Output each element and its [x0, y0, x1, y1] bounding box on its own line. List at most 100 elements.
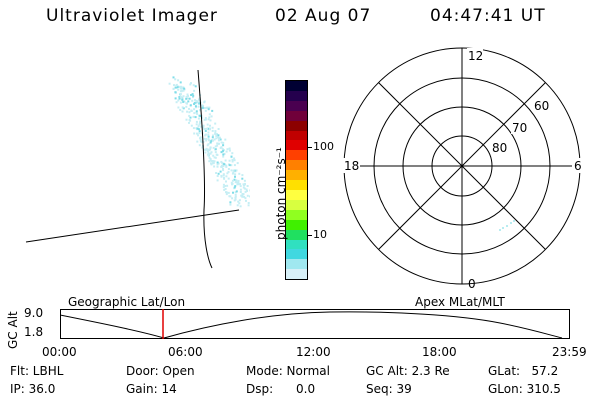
aurora-pixel	[220, 160, 223, 163]
mlt-label-12: 12	[468, 49, 483, 63]
aurora-pixel	[207, 135, 210, 138]
aurora-pixel	[202, 107, 205, 110]
aurora-pixel	[214, 130, 217, 133]
aurora-pixel	[249, 195, 250, 198]
aurora-pixel	[194, 105, 197, 108]
geographic-image-panel[interactable]	[20, 60, 250, 275]
colorbar-band	[286, 229, 307, 240]
timeline-x-tick-1200: 12:00	[296, 345, 331, 359]
aurora-pixel	[222, 169, 225, 172]
orbit-timeline-plot[interactable]	[60, 309, 570, 339]
apex-label: Apex MLat/MLT	[415, 295, 505, 309]
aurora-pixel	[245, 188, 248, 191]
aurora-pixel	[232, 191, 234, 194]
aurora-pixel	[241, 193, 244, 195]
longitude-line	[197, 69, 213, 269]
colorbar-band	[286, 130, 307, 141]
polar-mlat-mlt-plot[interactable]: 12 18 6 0 60 70 80	[340, 44, 590, 294]
aurora-pixel	[225, 193, 228, 196]
aurora-pixel	[227, 177, 230, 180]
aurora-pixel	[240, 194, 243, 197]
colorbar-band	[286, 150, 307, 161]
aurora-pixel	[244, 182, 246, 185]
mode-readout: Mode: Normal	[246, 364, 330, 378]
aurora-pixel	[178, 97, 181, 100]
aurora-pixel	[222, 173, 225, 176]
aurora-pixel	[187, 95, 189, 97]
aurora-pixel	[236, 162, 239, 165]
aurora-pixel	[206, 150, 209, 153]
colorbar-band	[286, 110, 307, 121]
colorbar-band	[286, 189, 307, 200]
aurora-pixel	[198, 123, 201, 126]
aurora-pixel	[235, 190, 238, 193]
aurora-pixel	[186, 110, 189, 113]
aurora-pixel	[233, 164, 236, 167]
aurora-pixel	[179, 108, 182, 111]
aurora-pixel	[225, 164, 228, 167]
aurora-pixel	[222, 141, 225, 144]
aurora-pixel	[207, 118, 210, 121]
aurora-pixel	[179, 101, 182, 104]
aurora-pixel	[181, 89, 184, 92]
aurora-pixel	[230, 169, 233, 172]
lat-label-70: 70	[512, 121, 527, 135]
aurora-pixel	[208, 156, 211, 159]
aurora-pixel	[247, 204, 250, 207]
aurora-pixel	[220, 146, 223, 149]
aurora-pixel	[217, 134, 220, 137]
polar-diagonal-b	[378, 82, 546, 250]
aurora-pixel	[231, 158, 234, 161]
aurora-pixel	[213, 165, 216, 168]
aurora-pixel	[185, 105, 188, 108]
aurora-pixel	[207, 131, 210, 134]
aurora-pixel	[182, 89, 185, 92]
aurora-pixel	[196, 112, 199, 115]
aurora-pixel	[210, 163, 213, 166]
aurora-pixel	[197, 125, 200, 128]
aurora-pixel	[186, 93, 189, 96]
aurora-pixel	[238, 199, 241, 202]
aurora-pixel	[223, 163, 226, 166]
aurora-pixel	[243, 179, 246, 182]
aurora-pixel	[222, 165, 225, 168]
aurora-pixel	[193, 89, 196, 92]
aurora-pixel	[235, 169, 238, 172]
aurora-pixel	[189, 116, 192, 119]
aurora-pixel	[195, 123, 198, 126]
ip-readout: IP: 36.0	[10, 382, 56, 396]
aurora-pixel	[246, 194, 249, 197]
aurora-pixel	[182, 100, 185, 103]
aurora-pixel	[185, 97, 188, 100]
aurora-pixel	[245, 199, 247, 202]
aurora-pixel	[222, 155, 225, 158]
aurora-pixel	[193, 103, 196, 105]
aurora-pixel	[201, 106, 204, 109]
aurora-pixel	[193, 132, 196, 135]
aurora-pixel	[212, 134, 214, 137]
geographic-label: Geographic Lat/Lon	[68, 295, 186, 309]
aurora-pixel	[207, 138, 210, 140]
aurora-pixel	[199, 120, 202, 123]
glat-readout: GLat: 57.2	[488, 364, 559, 378]
aurora-pixel	[209, 141, 212, 144]
timeline-x-tick-1800: 18:00	[422, 345, 457, 359]
aurora-pixel	[231, 197, 234, 200]
aurora-pixel	[199, 140, 202, 143]
timeline-axis-title: GC Alt	[6, 311, 20, 349]
aurora-pixel	[203, 100, 206, 103]
aurora-pixel	[172, 88, 175, 90]
aurora-pixel	[229, 201, 232, 204]
aurora-pixel	[224, 138, 227, 141]
aurora-pixel	[249, 189, 250, 192]
aurora-pixel	[235, 179, 238, 182]
aurora-pixel	[209, 124, 211, 127]
aurora-pixel	[237, 200, 240, 203]
aurora-pixel	[223, 152, 226, 155]
aurora-pixel	[181, 110, 184, 113]
aurora-pixel	[192, 115, 195, 118]
aurora-pixel	[177, 99, 180, 102]
aurora-pixel	[221, 150, 224, 153]
aurora-pixel	[231, 172, 234, 175]
aurora-pixel	[193, 112, 196, 115]
